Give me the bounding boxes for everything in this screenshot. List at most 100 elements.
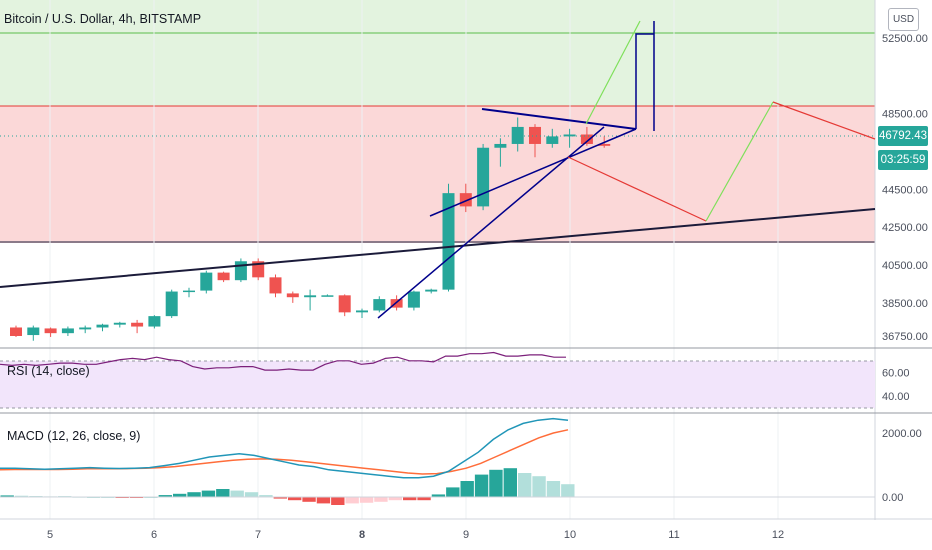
histogram-bar bbox=[216, 489, 230, 497]
histogram-bar bbox=[288, 497, 302, 501]
candle-body bbox=[425, 289, 438, 292]
histogram-bar bbox=[331, 497, 345, 505]
histogram-bar bbox=[259, 495, 273, 497]
candle-body bbox=[511, 126, 524, 144]
histogram-bar bbox=[431, 494, 446, 497]
candle-body bbox=[79, 327, 92, 330]
macd-line bbox=[0, 417, 569, 479]
rsi-axis-ticks: 60.00 40.00 bbox=[882, 368, 910, 404]
wedge-top-line bbox=[481, 108, 637, 130]
histogram-bar bbox=[403, 497, 417, 501]
macd-axis-ticks: 2000.00 0.00 bbox=[882, 428, 922, 504]
histogram-bar bbox=[489, 469, 503, 497]
histogram-bar bbox=[158, 495, 172, 497]
histogram-bar bbox=[201, 490, 216, 497]
time-tick: 5 bbox=[47, 529, 53, 541]
price-tick: 52500.00 bbox=[882, 33, 928, 45]
candle-body bbox=[113, 322, 126, 325]
candle-body bbox=[131, 322, 144, 327]
histogram-bar bbox=[0, 495, 14, 497]
time-tick: 12 bbox=[772, 529, 784, 541]
time-tick: 9 bbox=[463, 529, 469, 541]
projection-up-1 bbox=[585, 20, 641, 125]
histogram-bar bbox=[14, 495, 29, 497]
candle-body bbox=[598, 143, 611, 146]
price-tick: 48500.00 bbox=[882, 109, 928, 121]
macd-tick: 0.00 bbox=[882, 492, 903, 504]
price-tick: 40500.00 bbox=[882, 260, 928, 272]
macd-label: MACD (12, 26, close, 9) bbox=[7, 429, 141, 443]
time-tick: 10 bbox=[564, 529, 576, 541]
candlestick-series bbox=[10, 117, 611, 341]
candle-body bbox=[477, 147, 490, 207]
green-zone bbox=[0, 0, 875, 106]
histogram-bar bbox=[474, 474, 489, 497]
candle-body bbox=[10, 327, 22, 336]
time-axis-ticks: 5 6 7 8 9 10 11 12 bbox=[47, 529, 784, 541]
candle-body bbox=[304, 295, 317, 298]
currency-button[interactable]: USD bbox=[888, 8, 919, 31]
last-price-badge: 46792.43 bbox=[878, 126, 928, 146]
histogram-bar bbox=[417, 497, 431, 501]
candle-body bbox=[356, 310, 368, 313]
candle-body bbox=[442, 193, 455, 290]
red-zone bbox=[0, 106, 875, 243]
candle-body bbox=[183, 290, 195, 293]
candle-body bbox=[96, 324, 109, 328]
projection-red-down bbox=[567, 156, 707, 222]
price-tick: 42500.00 bbox=[882, 222, 928, 234]
candle-body bbox=[27, 327, 40, 336]
candle-body bbox=[44, 328, 57, 334]
candle-body bbox=[321, 295, 334, 297]
candle-body bbox=[234, 261, 247, 281]
macd-tick: 2000.00 bbox=[882, 428, 922, 440]
histogram-bar bbox=[302, 497, 316, 502]
time-tick: 7 bbox=[255, 529, 261, 541]
candle-body bbox=[529, 126, 541, 144]
price-tick: 38500.00 bbox=[882, 298, 928, 310]
histogram-bar bbox=[173, 493, 187, 497]
projection-green-up bbox=[705, 101, 774, 222]
candle-body bbox=[148, 316, 161, 327]
countdown-badge: 03:25:59 bbox=[878, 150, 928, 170]
candle-body bbox=[338, 295, 351, 313]
rsi-line bbox=[0, 351, 566, 371]
candle-body bbox=[286, 293, 299, 298]
histogram-bar bbox=[316, 497, 331, 504]
histogram-bar bbox=[460, 481, 474, 497]
histogram-bar bbox=[244, 492, 259, 497]
candle-body bbox=[200, 272, 213, 291]
wedge-bottom-line bbox=[429, 128, 637, 217]
rsi-tick: 40.00 bbox=[882, 391, 910, 403]
long-trendline bbox=[0, 208, 876, 288]
candle-body bbox=[563, 134, 576, 137]
rsi-label: RSI (14, close) bbox=[7, 364, 90, 378]
histogram-bar bbox=[359, 497, 374, 503]
candle-body bbox=[494, 143, 507, 148]
candle-body bbox=[546, 136, 559, 144]
price-tick: 36750.00 bbox=[882, 331, 928, 343]
histogram-bar bbox=[230, 490, 244, 497]
histogram-bar bbox=[187, 492, 201, 497]
candle-body bbox=[217, 272, 230, 281]
signal-line bbox=[0, 429, 569, 475]
histogram-bar bbox=[532, 476, 546, 497]
rsi-tick: 60.00 bbox=[882, 368, 910, 380]
chart-title: Bitcoin / U.S. Dollar, 4h, BITSTAMP bbox=[4, 12, 202, 26]
candle-body bbox=[165, 291, 178, 317]
candle-body bbox=[252, 261, 265, 278]
candle-body bbox=[269, 277, 282, 294]
histogram-bar bbox=[388, 497, 402, 501]
histogram-bar bbox=[503, 468, 517, 497]
target-bar bbox=[635, 21, 655, 131]
rsi-band bbox=[0, 361, 875, 408]
wedge-support-line bbox=[377, 126, 605, 319]
histogram-bar bbox=[561, 484, 575, 497]
price-axis-ticks: 52500.00 48500.00 44500.00 42500.00 40500.00… bbox=[882, 33, 928, 343]
drawings bbox=[0, 20, 876, 319]
histogram-bar bbox=[546, 481, 561, 497]
candle-body bbox=[407, 291, 420, 308]
histogram-bar bbox=[518, 473, 532, 497]
time-tick: 11 bbox=[668, 529, 679, 541]
